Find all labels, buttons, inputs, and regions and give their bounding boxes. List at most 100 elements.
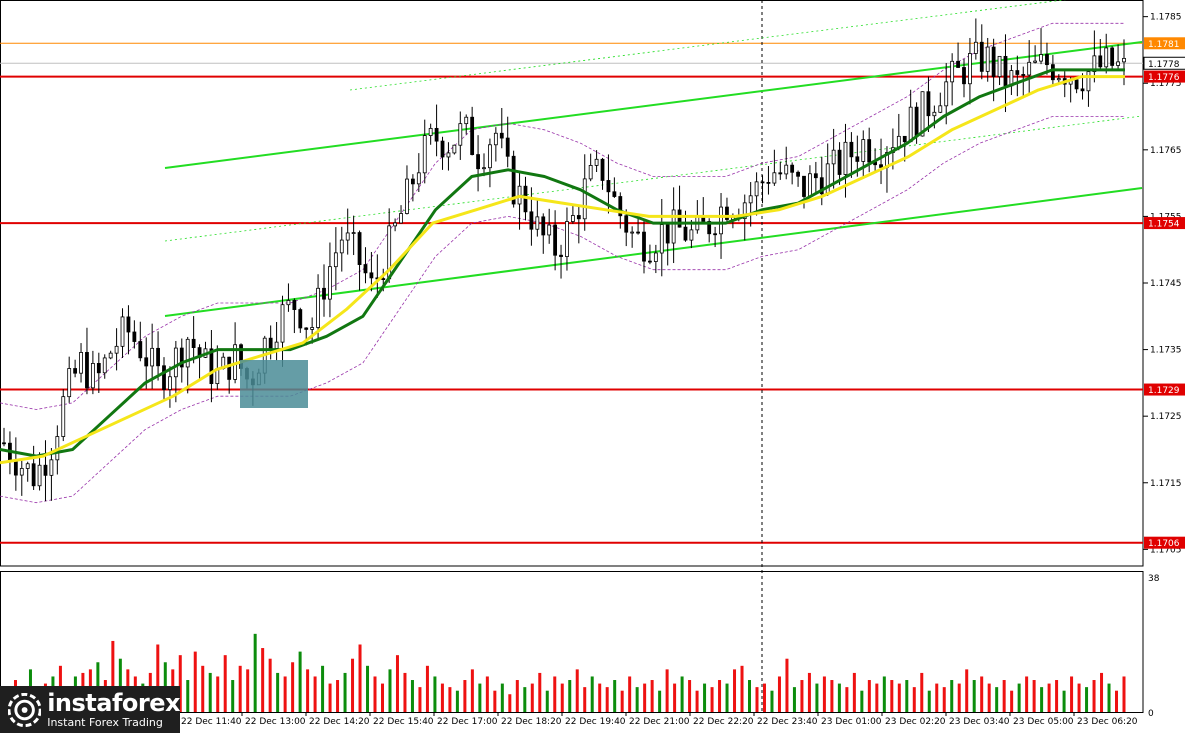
candle-body xyxy=(339,239,344,254)
candle-body xyxy=(914,106,919,137)
volume-bar xyxy=(718,680,722,712)
candle-body xyxy=(458,123,463,146)
candle-body xyxy=(120,316,125,347)
volume-bar xyxy=(680,676,684,712)
candle-body xyxy=(138,341,143,359)
volume-bar xyxy=(845,687,849,712)
volume-bar xyxy=(673,683,677,712)
volume-bar xyxy=(1122,676,1126,712)
time-tick-label: 22 Dec 19:40 xyxy=(565,717,626,727)
level-price-label: 1.1781 xyxy=(1148,40,1180,50)
volume-tick-label: 38 xyxy=(1148,574,1160,584)
candle-body xyxy=(600,158,605,181)
candle-body xyxy=(227,356,232,380)
volume-bar xyxy=(156,644,160,712)
level-price-label: 1.1729 xyxy=(1148,386,1180,396)
volume-bar xyxy=(1077,683,1081,712)
candle-body xyxy=(1056,78,1061,81)
candle-body xyxy=(1104,47,1109,68)
candle-body xyxy=(997,55,1002,78)
candle-body xyxy=(399,213,403,224)
volume-bar xyxy=(118,658,122,712)
candle-body xyxy=(956,60,960,68)
candle-body xyxy=(1003,55,1008,87)
candle-body xyxy=(1015,70,1020,75)
time-tick-label: 22 Dec 22:20 xyxy=(693,717,754,727)
volume-bar xyxy=(800,680,804,712)
price-pane-frame xyxy=(0,0,1144,567)
candle-body xyxy=(790,164,795,173)
volume-bar xyxy=(837,683,841,712)
candle-body xyxy=(79,352,83,374)
volume-bar xyxy=(620,690,624,712)
volume-bar xyxy=(590,676,594,712)
candle-body xyxy=(286,300,291,306)
candle-body xyxy=(760,181,765,184)
candle-body xyxy=(173,347,178,378)
volume-bar xyxy=(358,644,362,712)
volume-bar xyxy=(785,658,789,712)
candle-body xyxy=(618,196,623,217)
volume-bar xyxy=(740,665,744,712)
volume-bar xyxy=(485,676,489,712)
candle-body xyxy=(576,215,581,220)
candle-body xyxy=(381,278,386,280)
candle-body xyxy=(482,167,486,170)
price-tick-label: 1.1705 xyxy=(1150,545,1182,555)
volume-tick-label: 0 xyxy=(1148,709,1154,719)
candle-body xyxy=(683,226,688,241)
time-tick-label: 22 Dec 11:40 xyxy=(181,717,242,727)
candle-body xyxy=(108,352,113,359)
volume-bar xyxy=(875,683,879,712)
volume-bar xyxy=(897,683,901,712)
time-tick-label: 23 Dec 05:00 xyxy=(1013,717,1074,727)
volume-bar xyxy=(268,658,272,712)
time-tick-label: 23 Dec 01:00 xyxy=(821,717,882,727)
candle-body xyxy=(665,224,670,244)
candle-body xyxy=(689,229,694,241)
time-tick-label: 22 Dec 23:40 xyxy=(757,717,818,727)
candle-body xyxy=(819,177,824,195)
candle-body xyxy=(209,348,214,385)
candle-body xyxy=(813,173,818,179)
volume-bar xyxy=(178,655,182,712)
candle-body xyxy=(333,252,338,268)
volume-bar xyxy=(1017,683,1021,712)
time-tick-label: 23 Dec 02:20 xyxy=(885,717,946,727)
volume-bar xyxy=(860,690,864,712)
candle-body xyxy=(837,149,842,175)
candle-body xyxy=(274,341,279,349)
volume-bar xyxy=(568,680,572,712)
brand-logo: instaforex Instant Forex Trading xyxy=(0,686,180,733)
candle-body xyxy=(49,459,54,476)
entry-zone-box xyxy=(240,360,308,408)
price-tick-label: 1.1775 xyxy=(1150,79,1182,89)
volume-bar xyxy=(703,683,707,712)
candle-body xyxy=(452,144,457,154)
volume-bar xyxy=(688,680,692,712)
candle-body xyxy=(553,224,558,256)
candle-body xyxy=(1039,54,1043,62)
volume-bar xyxy=(598,683,602,712)
volume-bar xyxy=(733,669,737,712)
candle-body xyxy=(606,180,611,193)
volume-bar xyxy=(366,665,370,712)
candle-body xyxy=(292,300,297,310)
level-price-tag xyxy=(1144,70,1185,83)
candle-body xyxy=(144,357,149,367)
volume-bar xyxy=(463,680,467,712)
volume-bar xyxy=(508,694,512,712)
candle-body xyxy=(950,60,955,83)
candle-body xyxy=(932,111,937,117)
volume-bar xyxy=(553,676,557,712)
candle-body xyxy=(2,442,6,445)
channel-dotted-line xyxy=(349,0,1066,91)
candle-body xyxy=(1045,54,1049,66)
volume-bar xyxy=(306,669,310,712)
candle-body xyxy=(624,215,629,233)
candle-body xyxy=(529,211,534,230)
volume-bar xyxy=(351,658,355,712)
candle-body xyxy=(908,106,913,143)
volume-bar xyxy=(935,683,939,712)
volume-bar xyxy=(1002,680,1006,712)
